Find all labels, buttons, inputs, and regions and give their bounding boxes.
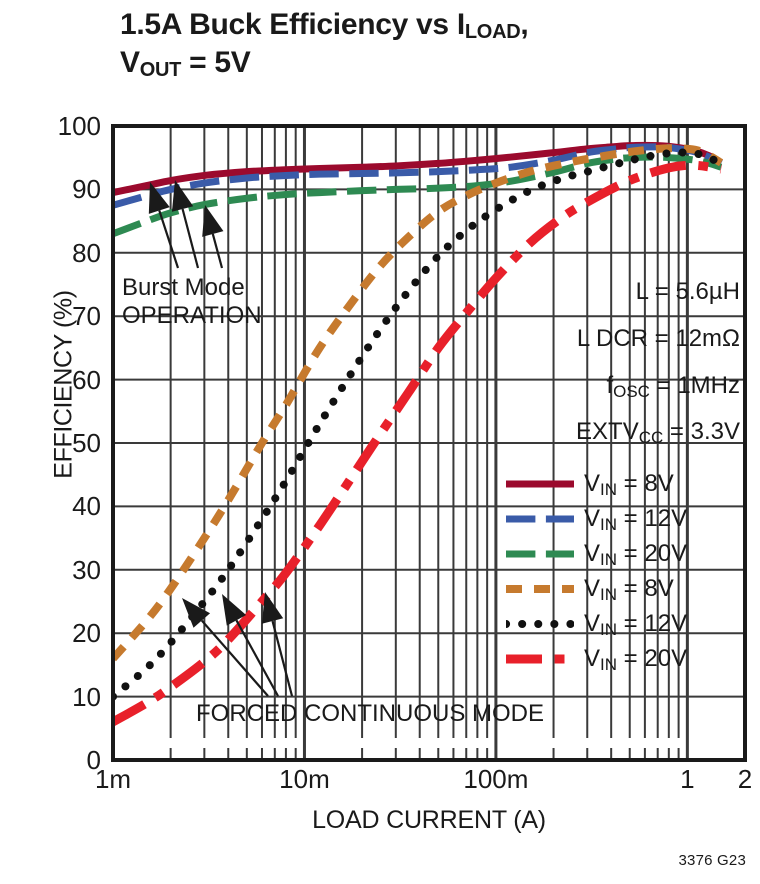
legend-label-2: VIN = 20V [584,539,688,569]
x-axis-label: LOAD CURRENT (A) [312,806,546,834]
title-subscript-out: OUT [139,58,182,81]
legend-label-0: VIN = 8V [584,469,674,499]
parameter-fosc-subscript: OSC [613,382,650,401]
y-tick-label-70: 70 [72,301,101,332]
parameter-dcr: L DCR = 12mΩ [577,325,740,353]
parameter-inductance: L = 5.6µH [636,278,740,306]
legend-swatch-3 [506,580,574,598]
series-line-5 [113,160,722,726]
y-tick-label-20: 20 [72,618,101,649]
legend-swatch-1 [506,510,574,528]
annotation-burst-line2: OPERATION [122,301,262,329]
chart-legend: VIN = 8V VIN = 12V VIN = 20V VIN = 8V VIN = … [502,466,688,676]
legend-label-3: VIN = 8V [584,574,674,604]
legend-label-1: VIN = 12V [584,504,688,534]
chart-title: 1.5A Buck Efficiency vs ILOAD, VOUT = 5V [120,6,740,81]
parameter-extvcc-suffix: = 3.3V [663,418,740,445]
x-tick-label-1m: 1m [94,764,132,794]
y-tick-label-0: 0 [86,745,101,775]
data-series-layer [113,141,726,726]
legend-item-1[interactable]: VIN = 12V [506,501,687,536]
parameter-extvcc-text: EXTV [576,418,639,445]
parameter-fosc-text: f [606,372,614,399]
annotation-burst-mode: Burst Mode OPERATION [122,274,262,330]
parameter-fosc-suffix: = 1MHz [649,372,740,399]
y-tick-label-100: 100 [57,111,101,141]
y-tick-label-30: 30 [72,554,101,585]
legend-item-0[interactable]: VIN = 8V [506,466,687,501]
parameter-fosc: fOSC = 1MHz [606,372,740,401]
x-tick-label-100m: 100m [463,764,529,794]
legend-swatch-5 [506,650,574,668]
legend-label-4: VIN = 12V [584,609,688,639]
series-line-1 [113,143,723,209]
annotation-burst-line1: Burst Mode [122,274,245,301]
x-tick-label-1: 1 [680,764,695,794]
series-line-2 [113,153,723,238]
y-tick-label-80: 80 [72,237,101,268]
annotation-arrows [148,180,294,697]
legend-swatch-4 [502,615,578,633]
x-tick-label-2: 2 [737,764,753,794]
y-tick-label-90: 90 [72,174,101,205]
y-tick-label-60: 60 [72,364,101,395]
y-tick-label-50: 50 [72,428,101,458]
title-subscript-load: LOAD [464,21,521,43]
legend-item-2[interactable]: VIN = 20V [506,536,687,571]
legend-label-5: VIN = 20V [584,644,688,674]
parameter-dcr-text: L DCR = 12mΩ [576,325,740,352]
title-line-1: 1.5A Buck Efficiency vs ILOAD, [120,8,529,43]
legend-swatch-0 [506,475,574,493]
parameter-extvcc: EXTVCC = 3.3V [576,418,740,447]
legend-item-5[interactable]: VIN = 20V [506,641,687,676]
annotation-forced-continuous-mode: FORCED CONTINUOUS MODE [196,700,544,727]
legend-item-3[interactable]: VIN = 8V [506,571,687,606]
y-tick-label-10: 10 [72,681,101,712]
y-tick-label-40: 40 [72,491,101,522]
series-line-4 [113,148,726,701]
parameter-inductance-text: L = 5.6µH [635,278,740,305]
legend-item-4[interactable]: VIN = 12V [502,606,688,641]
plot-frame [111,124,747,762]
figure-code-label: 3376 G23 [678,852,746,869]
legend-swatch-2 [506,545,574,563]
title-line-2: VOUT = 5V [120,45,251,81]
x-tick-label-10m: 10m [279,764,330,794]
parameter-extvcc-subscript: CC [638,428,664,447]
